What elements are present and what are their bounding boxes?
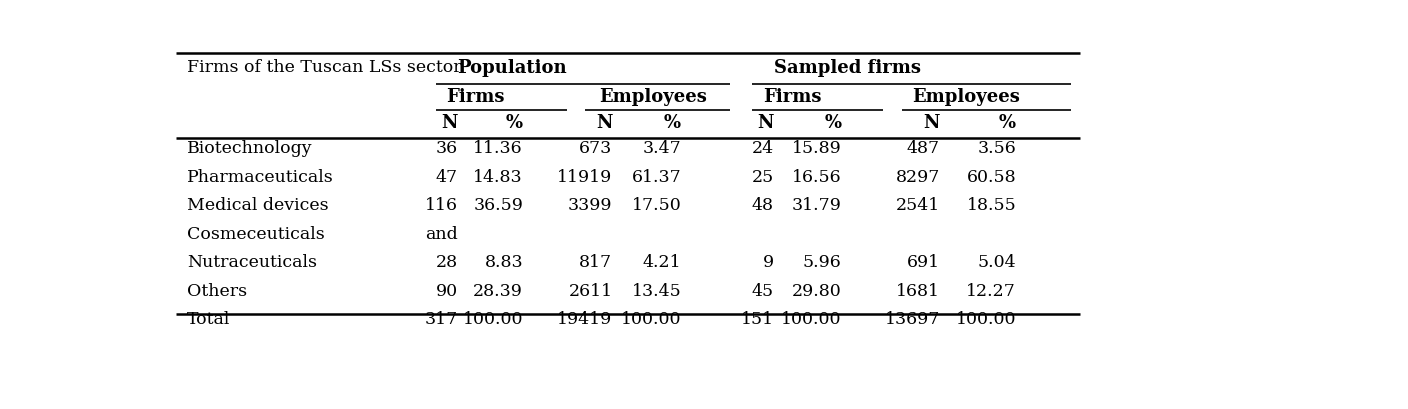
Text: 100.00: 100.00: [462, 310, 522, 327]
Text: 36: 36: [435, 140, 458, 157]
Text: 817: 817: [579, 254, 612, 270]
Text: Cosmeceuticals: Cosmeceuticals: [187, 225, 325, 242]
Text: 673: 673: [579, 140, 612, 157]
Text: 11.36: 11.36: [473, 140, 522, 157]
Text: 100.00: 100.00: [621, 310, 681, 327]
Text: N: N: [758, 114, 774, 132]
Text: 29.80: 29.80: [791, 282, 842, 299]
Text: 28.39: 28.39: [473, 282, 522, 299]
Text: 9: 9: [763, 254, 774, 270]
Text: 2611: 2611: [569, 282, 612, 299]
Text: 25: 25: [752, 168, 774, 185]
Text: 487: 487: [907, 140, 941, 157]
Text: %: %: [665, 114, 681, 132]
Text: %: %: [505, 114, 522, 132]
Text: 17.50: 17.50: [631, 197, 681, 213]
Text: 60.58: 60.58: [967, 168, 1017, 185]
Text: 100.00: 100.00: [956, 310, 1017, 327]
Text: Sampled firms: Sampled firms: [774, 58, 921, 76]
Text: 11919: 11919: [558, 168, 612, 185]
Text: 2541: 2541: [895, 197, 941, 213]
Text: 3.56: 3.56: [977, 140, 1017, 157]
Text: and: and: [425, 225, 458, 242]
Text: %: %: [825, 114, 842, 132]
Text: Employees: Employees: [600, 88, 707, 106]
Text: 8297: 8297: [895, 168, 941, 185]
Text: 12.27: 12.27: [966, 282, 1017, 299]
Text: 19419: 19419: [558, 310, 612, 327]
Text: 16.56: 16.56: [793, 168, 842, 185]
Text: 45: 45: [752, 282, 774, 299]
Text: 48: 48: [752, 197, 774, 213]
Text: 18.55: 18.55: [966, 197, 1017, 213]
Text: 14.83: 14.83: [473, 168, 522, 185]
Text: 90: 90: [435, 282, 458, 299]
Text: 3.47: 3.47: [642, 140, 681, 157]
Text: 5.96: 5.96: [803, 254, 842, 270]
Text: %: %: [1000, 114, 1017, 132]
Text: 36.59: 36.59: [473, 197, 522, 213]
Text: Pharmaceuticals: Pharmaceuticals: [187, 168, 334, 185]
Text: 100.00: 100.00: [781, 310, 842, 327]
Text: Others: Others: [187, 282, 246, 299]
Text: Nutraceuticals: Nutraceuticals: [187, 254, 317, 270]
Text: 24: 24: [752, 140, 774, 157]
Text: 317: 317: [424, 310, 458, 327]
Text: 47: 47: [435, 168, 458, 185]
Text: 4.21: 4.21: [642, 254, 681, 270]
Text: Population: Population: [458, 58, 567, 76]
Text: 13.45: 13.45: [631, 282, 681, 299]
Text: 3399: 3399: [567, 197, 612, 213]
Text: Medical devices: Medical devices: [187, 197, 328, 213]
Text: Firms: Firms: [446, 88, 505, 106]
Text: 151: 151: [741, 310, 774, 327]
Text: N: N: [441, 114, 458, 132]
Text: 61.37: 61.37: [631, 168, 681, 185]
Text: Firms of the Tuscan LSs sector: Firms of the Tuscan LSs sector: [187, 58, 462, 75]
Text: 28: 28: [435, 254, 458, 270]
Text: 116: 116: [425, 197, 458, 213]
Text: Total: Total: [187, 310, 231, 327]
Text: 1681: 1681: [895, 282, 941, 299]
Text: 8.83: 8.83: [484, 254, 522, 270]
Text: N: N: [924, 114, 941, 132]
Text: 691: 691: [907, 254, 941, 270]
Text: 15.89: 15.89: [791, 140, 842, 157]
Text: Firms: Firms: [763, 88, 821, 106]
Text: 5.04: 5.04: [977, 254, 1017, 270]
Text: 31.79: 31.79: [791, 197, 842, 213]
Text: 13697: 13697: [884, 310, 941, 327]
Text: Employees: Employees: [912, 88, 1021, 106]
Text: N: N: [596, 114, 612, 132]
Text: Biotechnology: Biotechnology: [187, 140, 313, 157]
